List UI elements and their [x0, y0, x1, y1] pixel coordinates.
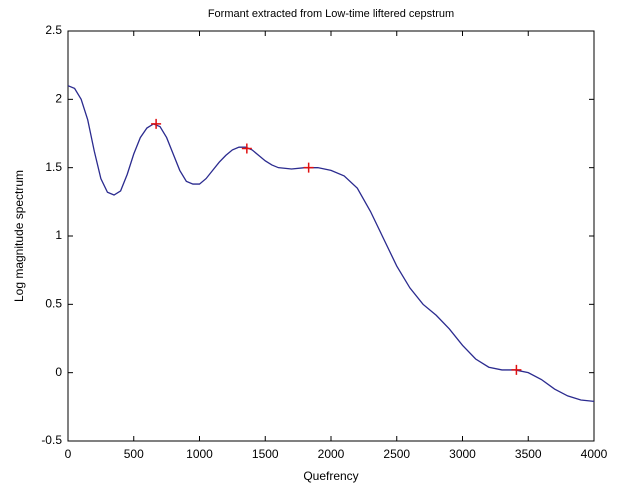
y-tick-label: 2	[55, 92, 62, 106]
x-tick-label: 3000	[449, 447, 476, 461]
peak-marker	[511, 364, 522, 375]
x-tick-label: 500	[124, 447, 144, 461]
peak-marker	[303, 162, 314, 173]
y-tick-label: 0.5	[45, 297, 62, 311]
x-tick-label: 1500	[252, 447, 279, 461]
x-tick-label: 0	[65, 447, 72, 461]
x-tick-label: 1000	[186, 447, 213, 461]
x-tick-label: 4000	[581, 447, 608, 461]
peak-marker	[151, 118, 162, 129]
data-line	[67, 85, 595, 403]
y-tick-label: 2.5	[45, 23, 62, 37]
peak-marker	[241, 143, 252, 154]
x-tick-label: 2500	[383, 447, 410, 461]
y-tick-label: 1	[55, 228, 62, 242]
x-tick-label: 2000	[318, 447, 345, 461]
y-tick-label: 0	[55, 365, 62, 379]
x-tick-label: 3500	[515, 447, 542, 461]
chart-title: Formant extracted from Low-time liftered…	[208, 8, 454, 20]
y-tick-label: -0.5	[41, 433, 62, 447]
y-axis-label: Log magnitude spectrum	[12, 170, 26, 302]
y-tick-label: 1.5	[45, 160, 62, 174]
x-axis-label: Quefrency	[303, 469, 358, 483]
